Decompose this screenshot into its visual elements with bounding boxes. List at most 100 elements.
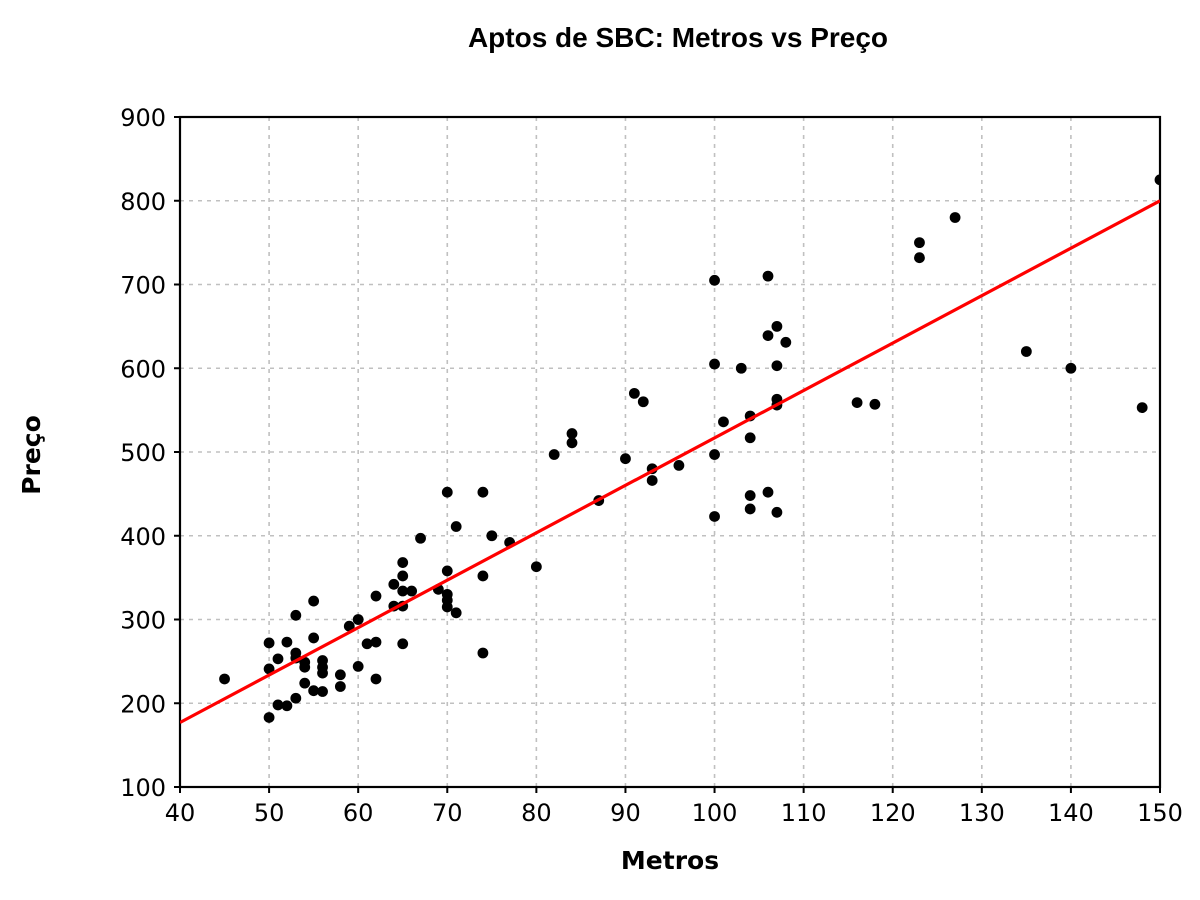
y-tick-label: 400 <box>120 523 166 551</box>
y-tick-label: 100 <box>120 774 166 802</box>
y-tick-label: 200 <box>120 690 166 718</box>
data-point <box>397 570 409 582</box>
data-point <box>869 398 881 410</box>
data-point <box>771 320 783 332</box>
data-point <box>352 614 364 625</box>
data-point <box>771 360 783 372</box>
data-point <box>762 486 774 498</box>
data-points <box>219 174 1160 723</box>
x-tick-label: 110 <box>781 799 827 827</box>
data-point <box>744 490 756 501</box>
y-tick-label: 500 <box>120 439 166 467</box>
data-point <box>441 486 453 498</box>
data-point <box>397 638 409 650</box>
data-point <box>281 700 293 712</box>
data-point <box>673 460 685 471</box>
data-point <box>949 212 961 223</box>
data-point <box>620 453 631 465</box>
data-point <box>709 449 720 460</box>
data-point <box>548 449 560 460</box>
tick-labels: 40 50 60 70 80 90 100 110 120 130 140 150 100 200 300 4… <box>120 104 1183 827</box>
data-point <box>299 656 311 668</box>
data-point <box>762 270 774 282</box>
x-tick-label: 50 <box>254 799 285 827</box>
data-point <box>477 570 489 582</box>
data-point <box>397 585 409 597</box>
x-tick-label: 150 <box>1137 799 1183 827</box>
data-point <box>477 647 489 659</box>
data-point <box>370 673 382 685</box>
data-point <box>771 506 783 518</box>
data-point <box>352 661 364 672</box>
data-point <box>709 511 720 522</box>
data-point <box>637 396 649 408</box>
data-point <box>1136 402 1148 414</box>
data-point <box>361 638 373 650</box>
data-point <box>1065 362 1077 374</box>
data-point <box>914 237 925 249</box>
x-tick-label: 70 <box>432 799 463 827</box>
y-tick-label: 600 <box>120 355 166 383</box>
data-point <box>744 503 756 515</box>
gridlines <box>180 117 1160 787</box>
data-point <box>441 588 453 600</box>
data-point <box>308 595 320 607</box>
data-point <box>308 632 320 644</box>
data-point <box>317 655 328 666</box>
data-point <box>530 561 542 573</box>
y-axis-label: Preço <box>17 415 46 495</box>
data-point <box>914 252 925 264</box>
data-point <box>709 274 720 286</box>
data-point <box>308 685 320 697</box>
data-point <box>406 585 418 597</box>
x-tick-label: 130 <box>959 799 1005 827</box>
trend-line-layer <box>180 199 1160 724</box>
data-point <box>477 486 489 498</box>
x-axis-label: Metros <box>621 846 719 875</box>
data-point <box>646 475 658 486</box>
x-tick-label: 40 <box>165 799 196 827</box>
data-point <box>388 578 400 590</box>
x-tick-label: 120 <box>870 799 916 827</box>
data-point <box>566 437 578 449</box>
x-tick-label: 80 <box>521 799 552 827</box>
regression-line <box>180 199 1160 724</box>
y-tick-label: 900 <box>120 104 166 132</box>
data-point <box>219 673 230 685</box>
x-tick-label: 140 <box>1048 799 1094 827</box>
data-point <box>272 699 284 711</box>
data-point <box>263 663 275 675</box>
data-point <box>370 636 382 648</box>
data-point <box>1154 174 1160 186</box>
data-point <box>735 362 747 374</box>
data-point <box>415 532 426 544</box>
data-point <box>780 336 792 348</box>
data-point <box>851 397 863 408</box>
data-point <box>263 712 275 723</box>
data-point <box>290 692 302 704</box>
data-point <box>334 669 346 681</box>
data-point <box>1020 346 1032 357</box>
y-tick-label: 700 <box>120 272 166 300</box>
data-point <box>709 358 720 370</box>
data-point <box>281 636 293 648</box>
data-point <box>450 521 462 532</box>
data-point <box>290 647 302 659</box>
data-point <box>566 428 578 439</box>
x-tick-label: 90 <box>610 799 641 827</box>
data-point <box>718 416 729 428</box>
y-tick-label: 800 <box>120 188 166 216</box>
data-point <box>486 530 498 542</box>
chart-title: Aptos de SBC: Metros vs Preço <box>468 22 888 53</box>
data-point <box>334 681 346 692</box>
x-tick-label: 60 <box>343 799 374 827</box>
data-point <box>628 387 640 399</box>
data-point <box>290 609 302 621</box>
data-point <box>370 590 382 602</box>
plot-border <box>178 115 1162 789</box>
data-point <box>441 565 453 577</box>
data-point <box>272 653 284 665</box>
data-point <box>397 557 409 568</box>
